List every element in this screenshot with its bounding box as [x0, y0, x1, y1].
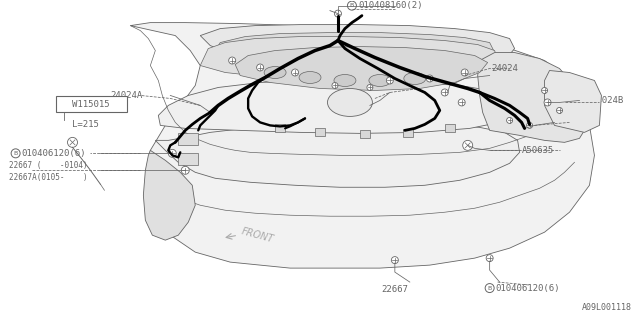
Polygon shape [158, 81, 509, 133]
Text: 010406120(6): 010406120(6) [22, 149, 86, 158]
Circle shape [441, 89, 448, 96]
Ellipse shape [404, 73, 426, 84]
Circle shape [391, 257, 398, 264]
Text: 22667A(0105-    ): 22667A(0105- ) [8, 173, 87, 182]
Text: B: B [350, 3, 354, 8]
Polygon shape [200, 25, 515, 81]
Bar [179, 153, 198, 165]
Polygon shape [477, 52, 588, 142]
Bar [315, 128, 325, 136]
Text: 24024B: 24024B [591, 96, 624, 105]
Text: 22667 (    -0104): 22667 ( -0104) [8, 161, 87, 170]
Circle shape [67, 137, 77, 147]
Polygon shape [215, 33, 495, 73]
Circle shape [557, 108, 563, 113]
Bar [403, 129, 413, 137]
Text: B: B [488, 285, 492, 291]
Circle shape [257, 64, 264, 71]
Text: A50635: A50635 [522, 146, 554, 155]
Polygon shape [156, 123, 520, 187]
Circle shape [332, 83, 338, 88]
Ellipse shape [334, 75, 356, 86]
Text: 22667: 22667 [381, 285, 408, 294]
Text: 010406120(6): 010406120(6) [495, 284, 560, 292]
Ellipse shape [299, 71, 321, 84]
Circle shape [168, 149, 176, 157]
Circle shape [461, 69, 468, 76]
Circle shape [544, 99, 551, 106]
Polygon shape [235, 46, 488, 91]
Circle shape [181, 166, 189, 174]
Circle shape [458, 99, 465, 106]
Text: 010408160(2): 010408160(2) [358, 1, 422, 10]
Text: B: B [13, 151, 18, 156]
FancyBboxPatch shape [56, 96, 127, 112]
Circle shape [507, 117, 513, 124]
Bar [360, 130, 370, 138]
Circle shape [387, 77, 394, 84]
Polygon shape [131, 23, 595, 268]
Text: W115015: W115015 [72, 100, 109, 109]
Text: A09L001118: A09L001118 [581, 303, 632, 312]
Circle shape [426, 75, 433, 82]
Ellipse shape [369, 75, 391, 86]
Ellipse shape [328, 88, 372, 116]
Text: 24024: 24024 [492, 64, 518, 73]
Circle shape [335, 10, 342, 17]
Circle shape [228, 57, 236, 64]
Polygon shape [545, 70, 602, 132]
Circle shape [527, 123, 532, 128]
Text: 24020: 24020 [572, 118, 598, 127]
Circle shape [486, 255, 493, 262]
Polygon shape [143, 150, 195, 240]
Bar [275, 124, 285, 132]
Bar [179, 133, 198, 145]
Circle shape [541, 87, 548, 93]
Text: 1: 1 [61, 102, 65, 107]
Text: 24024A: 24024A [111, 91, 143, 100]
Ellipse shape [264, 67, 286, 78]
Text: L=215: L=215 [72, 120, 99, 129]
Circle shape [367, 84, 373, 91]
Text: 24020A: 24020A [378, 79, 410, 88]
Polygon shape [200, 36, 498, 83]
Text: FRONT: FRONT [240, 226, 275, 244]
Circle shape [292, 69, 298, 76]
Circle shape [463, 140, 473, 150]
Bar [445, 124, 455, 132]
